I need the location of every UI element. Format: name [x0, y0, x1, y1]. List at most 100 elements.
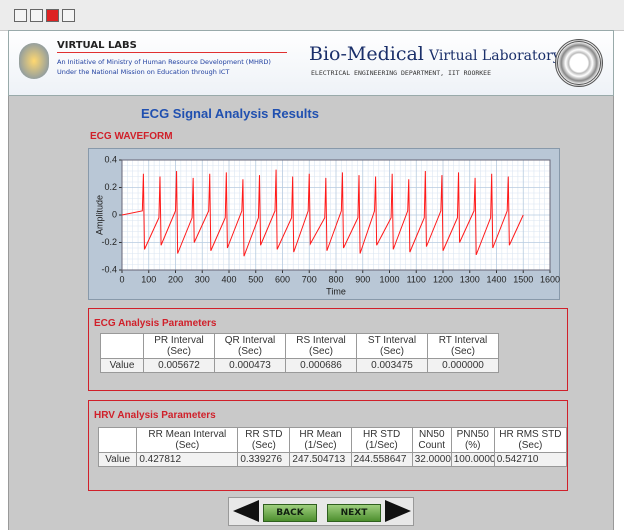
column-unit: (Sec): [251, 440, 276, 451]
y-tick-label: -0.4: [101, 264, 117, 274]
header-row: RR Mean Interval (Sec) RR STD (Sec) HR Mean(…: [97, 427, 568, 453]
value-cell: 247.504713: [289, 452, 352, 467]
column-header: PNN50 (%): [450, 427, 495, 453]
corner-cell: [100, 333, 144, 359]
column-name: RS Interval: [296, 335, 346, 346]
ecg-params-title: ECG Analysis Parameters: [94, 318, 217, 329]
back-arrow: [233, 500, 259, 522]
chart: Amplitude Time 0 100 200 300 400 500 600 700 800…: [94, 154, 560, 296]
header-row: PR Interval (Sec) QR Interval (Sec) RS Inter…: [100, 333, 499, 359]
value-cell: 32.000000: [411, 452, 452, 467]
column-header: PR Interval (Sec): [143, 333, 215, 359]
column-unit: (Sec): [451, 346, 475, 357]
column-header: HR RMS STD (Sec): [493, 427, 568, 453]
mission: Under the National Mission on Education …: [57, 68, 230, 76]
column-name: NN50: [418, 429, 445, 440]
value-cell: 0.000000: [427, 358, 499, 373]
column-header: HR Mean (1/Sec): [289, 427, 352, 453]
column-header: HR STD (1/Sec): [350, 427, 413, 453]
column-unit: (Sec): [518, 440, 543, 451]
nav-arrows: [233, 500, 411, 522]
column-unit: Count: [418, 440, 446, 451]
value-cell: 0.000473: [214, 358, 286, 373]
next-arrow: [385, 500, 411, 522]
column-name: QR Interval: [224, 335, 276, 346]
banner: VIRTUAL LABS An Initiative of Ministry o…: [8, 30, 614, 96]
value-cell: 244.558647: [350, 452, 413, 467]
column-name: PNN50: [456, 429, 489, 440]
ecg-table: PR Interval (Sec) QR Interval (Sec) RS Inter…: [100, 333, 499, 373]
run-continuous[interactable]: [30, 9, 43, 22]
column-unit: (Sec): [309, 346, 333, 357]
x-tick-label: 1600: [540, 274, 560, 284]
iitr-logo: [555, 39, 603, 87]
pause[interactable]: [62, 9, 75, 22]
value-row: Value 0.005672 0.000473 0.000686 0.003475 0.0…: [100, 358, 499, 373]
column-name: HR STD: [363, 429, 401, 440]
x-tick-label: 1400: [486, 274, 506, 284]
toolbar: [0, 0, 624, 31]
column-name: HR Mean: [299, 429, 342, 440]
x-tick-label: 600: [275, 274, 290, 284]
ecg-params-box: ECG Analysis Parameters PR Interval (Sec)…: [88, 308, 568, 391]
column-name: RT Interval: [438, 335, 488, 346]
row-label: Value: [97, 452, 138, 467]
next-button[interactable]: NEXT: [327, 504, 381, 522]
chart-title: ECG WAVEFORM: [90, 131, 173, 142]
back-button[interactable]: BACK: [263, 504, 317, 522]
value-cell: 0.427812: [136, 452, 239, 467]
column-header: RS Interval (Sec): [285, 333, 357, 359]
y-tick-label: 0: [112, 209, 117, 219]
value-cell: 100.000000: [450, 452, 495, 467]
column-unit: (1/Sec): [365, 440, 398, 451]
value-cell: 0.000686: [285, 358, 357, 373]
column-header: RR Mean Interval (Sec): [136, 427, 239, 453]
column-header: ST Interval (Sec): [356, 333, 428, 359]
y-tick-label: -0.2: [101, 237, 117, 247]
lab-rest: Virtual Laboratory: [428, 48, 561, 64]
x-tick-label: 700: [302, 274, 317, 284]
org-name: VIRTUAL LABS: [57, 40, 137, 51]
abort[interactable]: [46, 9, 59, 22]
nav-bar: BACK NEXT: [228, 497, 414, 526]
value-cell: 0.005672: [143, 358, 215, 373]
x-tick-label: 200: [168, 274, 183, 284]
vlabs-logo: [19, 43, 49, 79]
column-header: NN50 Count: [411, 427, 452, 453]
lab-main: Bio-Medical: [309, 43, 424, 65]
column-unit: (Sec): [380, 346, 404, 357]
x-tick-label: 800: [328, 274, 343, 284]
results-title: ECG Signal Analysis Results: [141, 106, 319, 121]
initiative: An Initiative of Ministry of Human Resou…: [57, 58, 271, 66]
x-tick-label: 400: [221, 274, 236, 284]
column-name: ST Interval: [367, 335, 417, 346]
column-unit: (1/Sec): [304, 440, 337, 451]
corner-cell: [97, 427, 138, 453]
x-tick-label: 100: [141, 274, 156, 284]
column-header: RR STD (Sec): [237, 427, 291, 453]
hrv-params-box: HRV Analysis Parameters RR Mean Interval…: [88, 400, 568, 491]
y-tick-label: 0.4: [104, 154, 117, 164]
column-name: PR Interval: [154, 335, 204, 346]
value-cell: 0.003475: [356, 358, 428, 373]
divider: [57, 52, 287, 53]
x-tick-label: 900: [355, 274, 370, 284]
lab-title: Bio-Medical Virtual Laboratory: [309, 43, 561, 65]
x-tick-label: 1000: [379, 274, 399, 284]
x-tick-label: 300: [195, 274, 210, 284]
waveform: [121, 169, 524, 257]
column-name: RR Mean Interval: [148, 429, 227, 440]
value-row: Value 0.427812 0.339276 247.504713 244.55864…: [97, 452, 568, 467]
column-unit: (Sec): [175, 440, 200, 451]
dept: ELECTRICAL ENGINEERING DEPARTMENT, IIT R…: [311, 69, 492, 77]
y-tick-label: 0.2: [104, 182, 117, 192]
row-label: Value: [100, 358, 144, 373]
column-name: HR RMS STD: [499, 429, 562, 440]
hrv-table: RR Mean Interval (Sec) RR STD (Sec) HR Mean(…: [97, 427, 568, 467]
x-tick-label: 0: [119, 274, 124, 284]
column-unit: (Sec): [238, 346, 262, 357]
x-tick-label: 1500: [513, 274, 533, 284]
column-header: RT Interval (Sec): [427, 333, 499, 359]
run-arrow[interactable]: [14, 9, 27, 22]
